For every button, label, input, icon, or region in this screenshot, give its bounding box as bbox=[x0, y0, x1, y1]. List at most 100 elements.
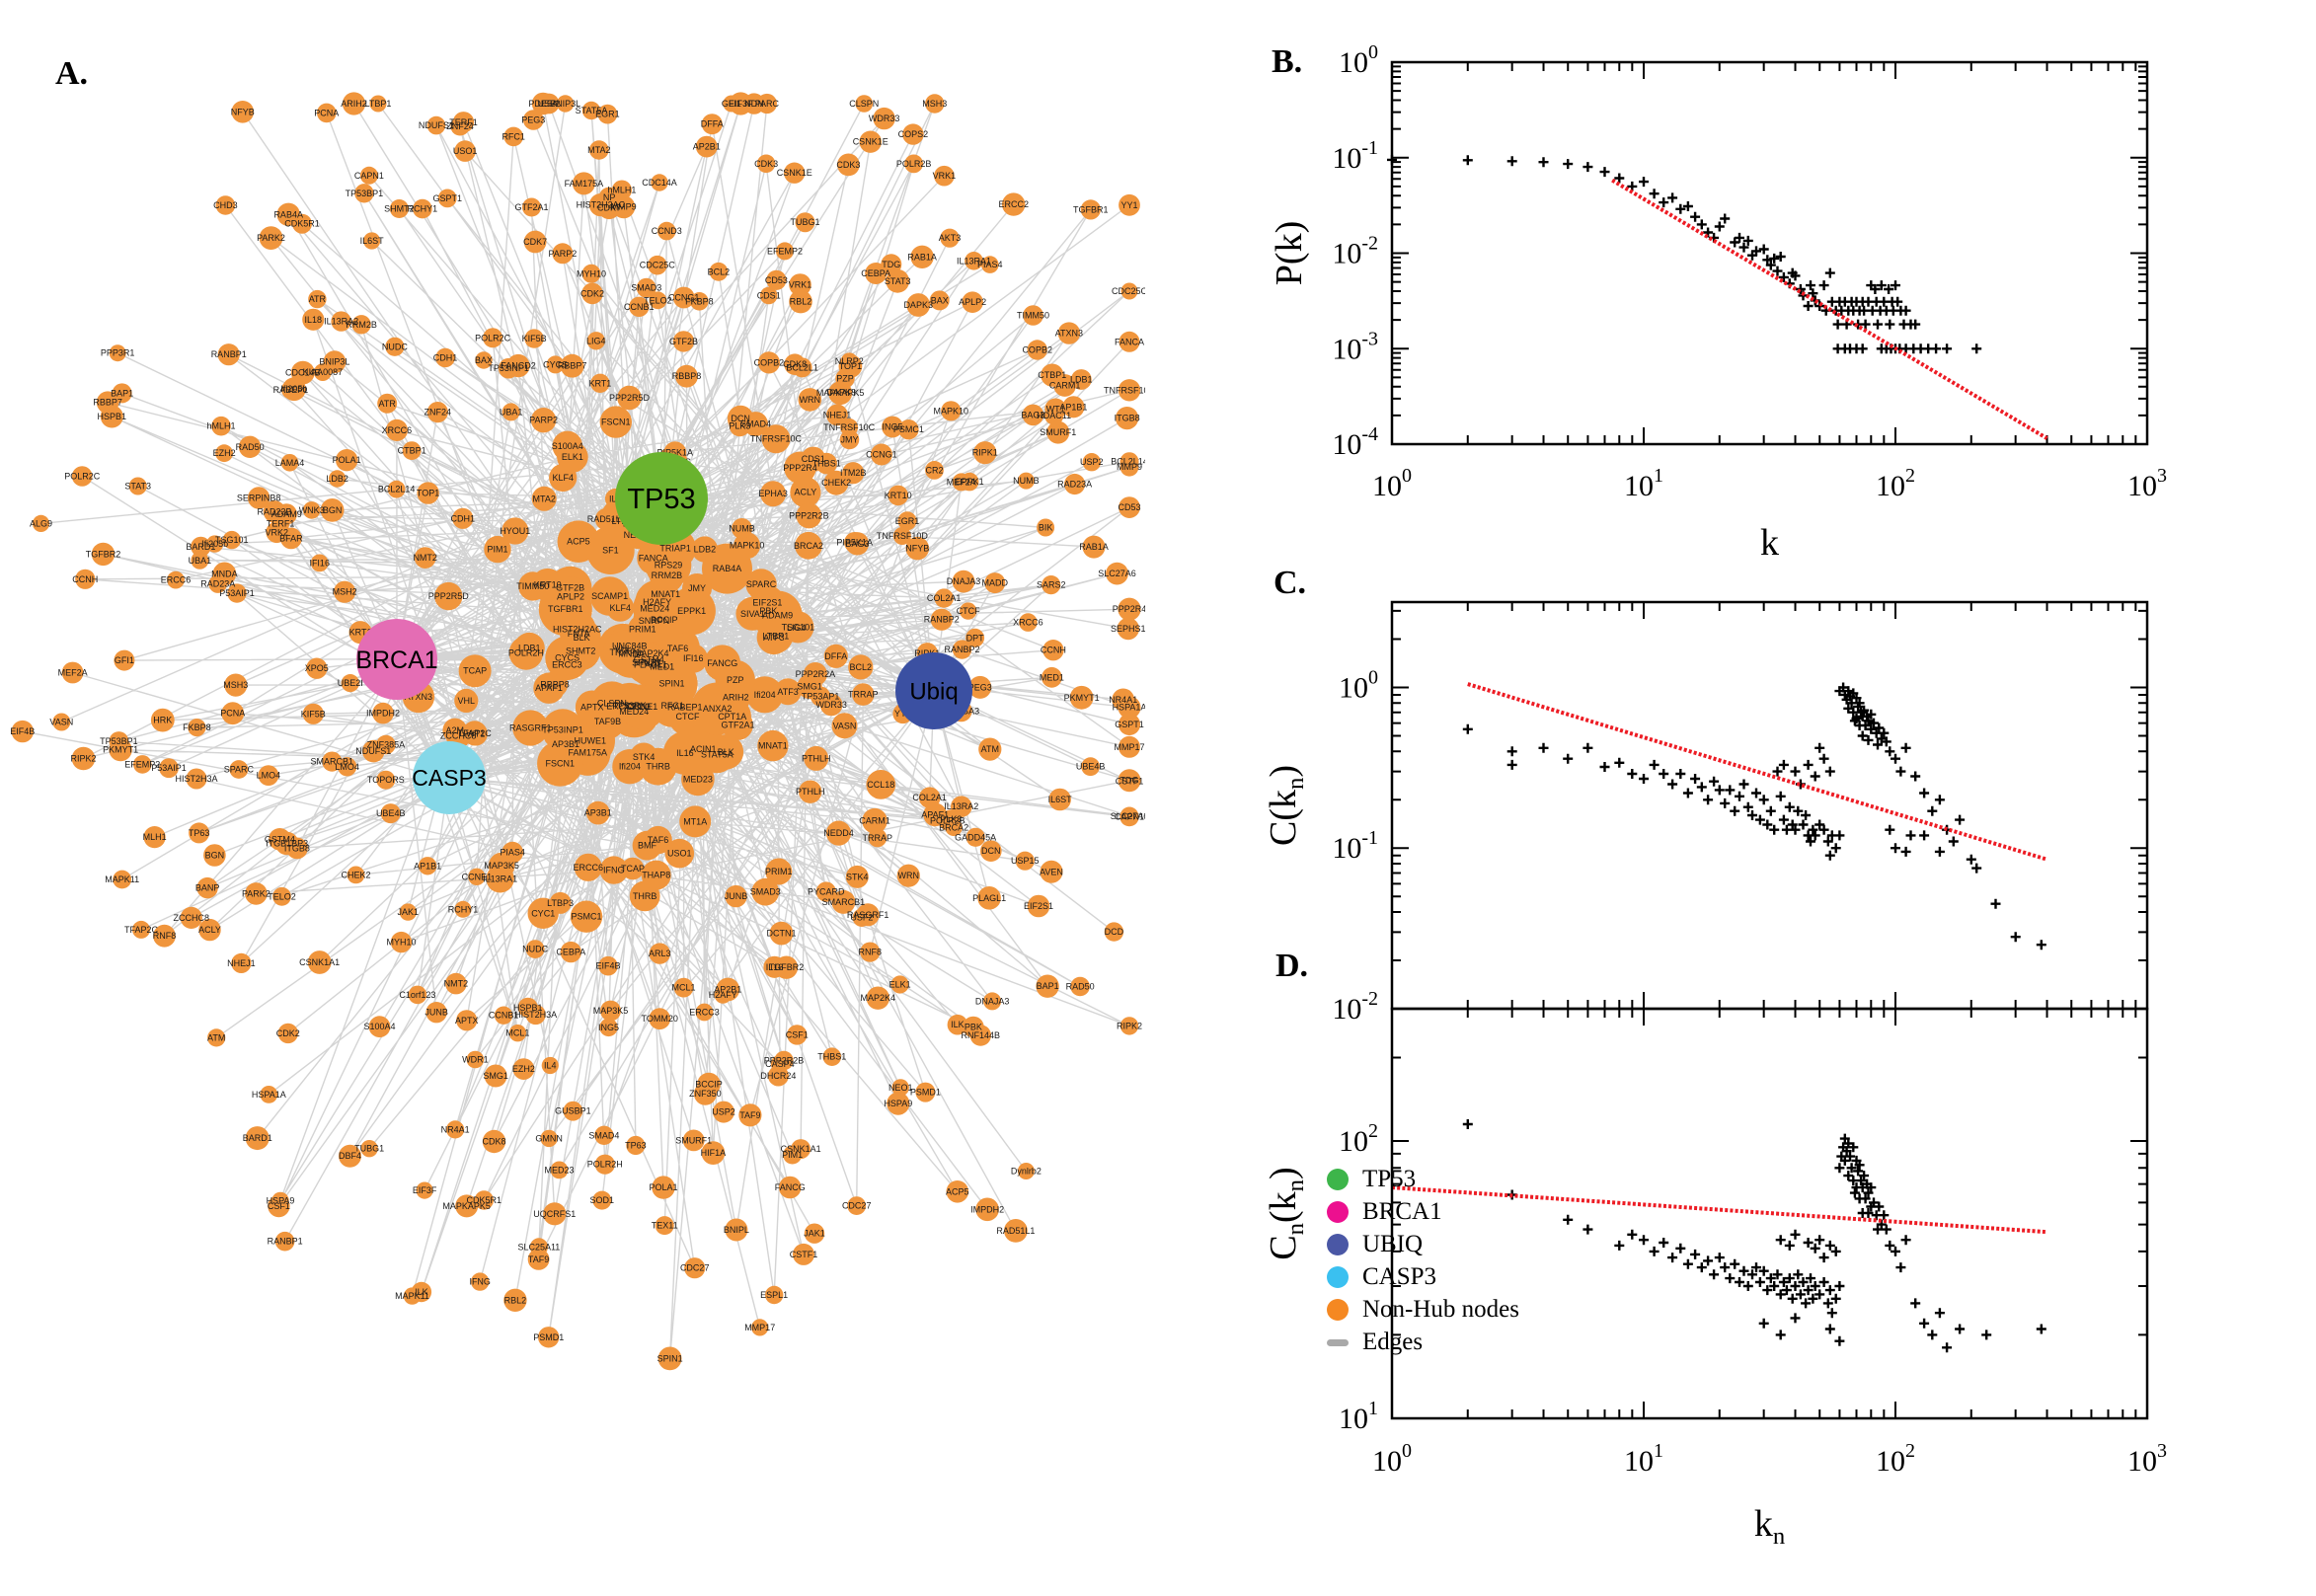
tick-label: 102 bbox=[1876, 1440, 1915, 1478]
gene-label: FANCG bbox=[775, 1182, 806, 1192]
gene-label: PPP3R1 bbox=[101, 348, 135, 358]
gene-label: SIVA1 bbox=[740, 609, 765, 619]
gene-label: WDR33 bbox=[815, 700, 847, 710]
gene-label: ARL3 bbox=[649, 949, 671, 958]
gene-label: HIST2H3A bbox=[514, 1010, 557, 1020]
gene-label: PPP2R2B bbox=[789, 511, 829, 521]
gene-label: TP53INP1 bbox=[488, 363, 529, 373]
gene-node bbox=[793, 1243, 814, 1265]
gene-label: IFI16 bbox=[309, 558, 330, 568]
gene-label: SMAD4 bbox=[740, 419, 771, 429]
gene-label: TSG101 bbox=[782, 622, 815, 632]
gene-label: PLAGL1 bbox=[972, 893, 1006, 903]
gene-label: BRCA2 bbox=[794, 541, 823, 551]
scatter-points bbox=[1462, 682, 2046, 950]
gene-label: PTHLH bbox=[802, 753, 831, 763]
gene-node bbox=[709, 262, 729, 281]
gene-label: CCNB1 bbox=[624, 302, 655, 312]
gene-label: TFAP2C bbox=[458, 728, 493, 738]
gene-node bbox=[71, 466, 93, 487]
gene-node bbox=[918, 787, 941, 808]
gene-label: BCL2 bbox=[708, 266, 731, 276]
gene-node bbox=[796, 502, 822, 529]
gene-node bbox=[973, 441, 997, 465]
gene-label: APAF1 bbox=[921, 809, 949, 819]
gene-node bbox=[585, 800, 610, 825]
gene-node bbox=[644, 825, 672, 855]
gene-label: MAPK10 bbox=[934, 406, 969, 416]
gene-node bbox=[1057, 322, 1081, 344]
gene-node bbox=[592, 1190, 612, 1210]
gene-node bbox=[757, 351, 781, 374]
gene-label: CARM1 bbox=[1049, 381, 1081, 391]
gene-label: MNDA bbox=[211, 569, 238, 578]
gene-label: USF2 bbox=[537, 99, 560, 109]
gene-node bbox=[484, 1064, 507, 1088]
gene-label: SMG1 bbox=[797, 682, 822, 692]
gene-label: PSMD1 bbox=[910, 1088, 941, 1098]
gene-label: RASGRF1 bbox=[509, 723, 552, 733]
gene-node bbox=[716, 977, 740, 1002]
legend-item-tp53: TP53 bbox=[1325, 1166, 1519, 1192]
gene-label: CSTF1 bbox=[1116, 776, 1144, 786]
axis-label: k bbox=[1760, 522, 1779, 564]
gene-label: USO1 bbox=[667, 849, 692, 859]
gene-label: CSNK1A1 bbox=[299, 957, 340, 967]
gene-node bbox=[823, 644, 848, 668]
gene-node bbox=[617, 385, 642, 411]
gene-node bbox=[351, 315, 371, 335]
gene-node bbox=[1023, 305, 1043, 326]
tick-label: 103 bbox=[2127, 465, 2167, 502]
gene-node bbox=[376, 770, 396, 790]
gene-label: VASN bbox=[49, 718, 73, 727]
gene-label: TELO2 bbox=[268, 891, 296, 901]
gene-label: CDK8 bbox=[783, 359, 807, 369]
gene-label: ERCC2 bbox=[998, 199, 1029, 209]
gene-node bbox=[682, 1129, 705, 1152]
gene-label: MMP9 bbox=[1117, 462, 1142, 472]
gene-node bbox=[442, 718, 468, 743]
axis-ticks bbox=[1391, 602, 2148, 1010]
gene-label: NFYB bbox=[905, 544, 929, 554]
gene-label: ACLY bbox=[794, 488, 816, 497]
gene-node bbox=[1118, 696, 1141, 720]
gene-label: DFFA bbox=[701, 119, 724, 129]
gene-label: FAM175A bbox=[565, 179, 604, 189]
gene-label: ALG9 bbox=[30, 518, 52, 528]
gene-node bbox=[752, 590, 803, 641]
gene-node bbox=[690, 292, 709, 311]
plot-frame bbox=[1390, 60, 2149, 446]
gene-node bbox=[238, 435, 262, 458]
gene-node bbox=[306, 657, 328, 679]
gene-label: DPT bbox=[966, 633, 985, 643]
gene-label: TEX11 bbox=[652, 1221, 678, 1231]
gene-label: CCNG1 bbox=[866, 450, 897, 460]
gene-label: Ifi205b bbox=[201, 539, 228, 549]
gene-label: BRCA2 bbox=[939, 822, 968, 832]
gene-label: CHD3 bbox=[213, 200, 238, 210]
gene-node bbox=[143, 826, 166, 849]
gene-node bbox=[1064, 473, 1086, 495]
gene-node bbox=[574, 853, 602, 881]
gene-node bbox=[1042, 666, 1062, 688]
gene-node bbox=[962, 291, 983, 314]
gene-label: CYC1 bbox=[531, 908, 555, 918]
gene-label: CYCS bbox=[555, 653, 579, 663]
gene-node bbox=[334, 580, 356, 603]
gene-label: NDN bbox=[642, 657, 661, 667]
gene-node bbox=[408, 985, 427, 1005]
gene-label: IL6ST bbox=[1048, 795, 1073, 804]
gene-node bbox=[530, 408, 557, 433]
gene-label: CEBPA bbox=[556, 948, 585, 957]
gene-label: ATF3 bbox=[763, 633, 784, 643]
fit-line bbox=[1467, 682, 2048, 862]
gene-node bbox=[675, 364, 698, 388]
fit-line bbox=[1611, 178, 2048, 440]
gene-node bbox=[211, 416, 231, 436]
gene-label: BGN bbox=[205, 851, 225, 861]
gene-label: AP3B1 bbox=[584, 808, 612, 818]
hub-label-casp3: CASP3 bbox=[412, 765, 486, 791]
gene-label: NUMB bbox=[1013, 476, 1040, 486]
gene-label: GTF2A1 bbox=[721, 721, 754, 730]
gene-label: TNFRSF10C bbox=[750, 434, 803, 444]
